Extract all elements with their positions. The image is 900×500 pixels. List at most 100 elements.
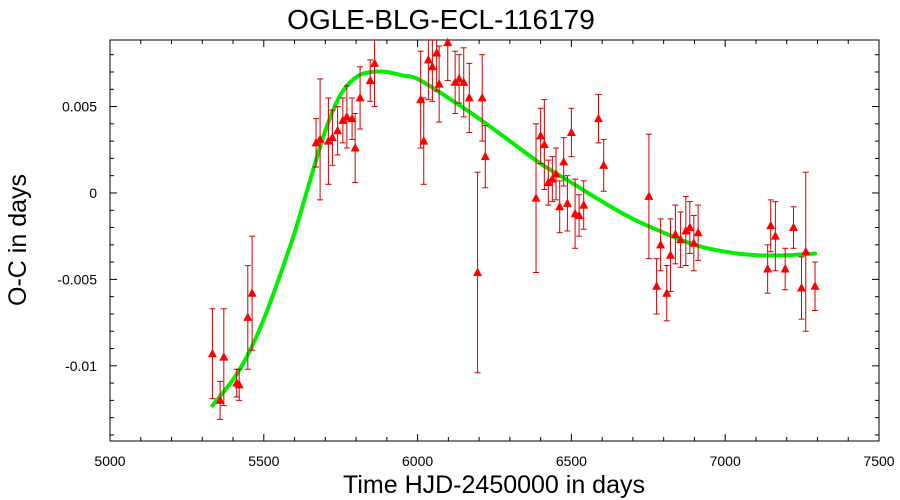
y-tick-label: -0.005 (57, 271, 97, 287)
data-point-marker (219, 352, 229, 361)
data-point (215, 380, 225, 420)
data-point (247, 235, 257, 351)
data-point (551, 147, 561, 201)
data-point (766, 199, 776, 253)
data-point-marker (562, 198, 572, 207)
data-point (536, 107, 546, 165)
data-point (315, 78, 325, 201)
data-point (593, 93, 603, 144)
data-point (531, 123, 541, 273)
data-point-marker (662, 288, 672, 297)
data-point-marker (766, 220, 776, 230)
data-point (599, 138, 609, 192)
data-point-marker (347, 113, 357, 123)
data-point-marker (333, 125, 343, 135)
data-point-marker (796, 283, 806, 292)
data-point-marker (780, 264, 790, 273)
data-point (419, 97, 429, 185)
x-tick-label: 7000 (710, 453, 741, 469)
y-tick-label: 0.005 (62, 99, 97, 115)
data-point-marker (473, 267, 483, 276)
data-point (327, 109, 337, 166)
x-tick-label: 6000 (402, 453, 433, 469)
data-point (770, 201, 780, 272)
data-point (555, 180, 565, 234)
data-point-marker (355, 92, 365, 102)
data-point (579, 180, 589, 230)
data-point (763, 244, 773, 294)
y-axis: -0.01 -0.005 0 0.005 (57, 54, 879, 436)
data-point (662, 265, 672, 322)
data-point-marker (551, 168, 561, 178)
data-point (801, 171, 811, 332)
data-point-marker (477, 92, 487, 102)
data-point-marker (459, 77, 469, 86)
chart-title: OGLE-BLG-ECL-116179 (287, 4, 595, 35)
fit-curve-line (210, 69, 817, 408)
data-point-marker (536, 130, 546, 140)
y-tick-label: 0 (89, 185, 97, 201)
data-point (350, 112, 360, 184)
data-point (454, 54, 464, 104)
data-point-marker (770, 231, 780, 240)
data-point (566, 107, 576, 158)
data-point-marker (234, 379, 244, 389)
data-point-marker (434, 79, 444, 88)
data-point-marker (788, 222, 798, 232)
data-points-layer (207, 37, 820, 420)
data-point-marker (432, 47, 442, 57)
data-point (796, 256, 806, 320)
data-point-marker (247, 288, 257, 297)
data-point-marker (315, 134, 325, 143)
data-point-marker (443, 37, 453, 47)
data-point (656, 218, 666, 272)
data-point-marker (566, 127, 576, 136)
data-point (342, 85, 352, 149)
data-point-marker (419, 136, 429, 145)
data-point (355, 66, 365, 130)
data-point-marker (665, 250, 675, 259)
data-point-marker (599, 160, 609, 169)
data-point-marker (685, 222, 695, 232)
data-point-marker (539, 139, 549, 149)
data-point (347, 97, 357, 140)
data-point-marker (676, 234, 686, 244)
data-point (562, 175, 572, 232)
data-point (234, 368, 244, 401)
x-axis-label: Time HJD-2450000 in days (343, 471, 645, 499)
data-point (416, 50, 426, 149)
data-point (459, 47, 469, 118)
data-point (685, 201, 695, 254)
data-point (665, 218, 675, 292)
data-point (443, 37, 453, 82)
data-point-marker (801, 246, 811, 256)
data-point (693, 204, 703, 261)
x-axis: 5000 5500 6000 6500 7000 7500 (94, 40, 895, 469)
data-point-marker (763, 264, 773, 273)
data-point-marker (531, 193, 541, 202)
data-point-marker (810, 281, 820, 290)
data-point-marker (464, 92, 474, 102)
data-point-marker (365, 75, 375, 85)
data-point (219, 308, 229, 407)
data-point-marker (555, 201, 565, 211)
data-point-marker (579, 200, 589, 209)
data-point (574, 194, 584, 237)
data-point-marker (370, 58, 380, 67)
data-point (559, 137, 569, 187)
data-point-marker (559, 156, 569, 166)
data-point-marker (574, 210, 584, 219)
data-point-marker (652, 281, 662, 290)
data-point-marker (215, 395, 225, 404)
data-point-marker (656, 239, 666, 249)
data-point (780, 247, 790, 291)
data-point (689, 214, 699, 272)
data-point (676, 211, 686, 268)
data-point-marker (207, 348, 217, 358)
data-point-marker (423, 54, 433, 64)
data-point-marker (416, 94, 426, 104)
data-point (644, 133, 654, 260)
y-tick-label: -0.01 (65, 358, 97, 374)
data-point-marker (327, 132, 337, 142)
